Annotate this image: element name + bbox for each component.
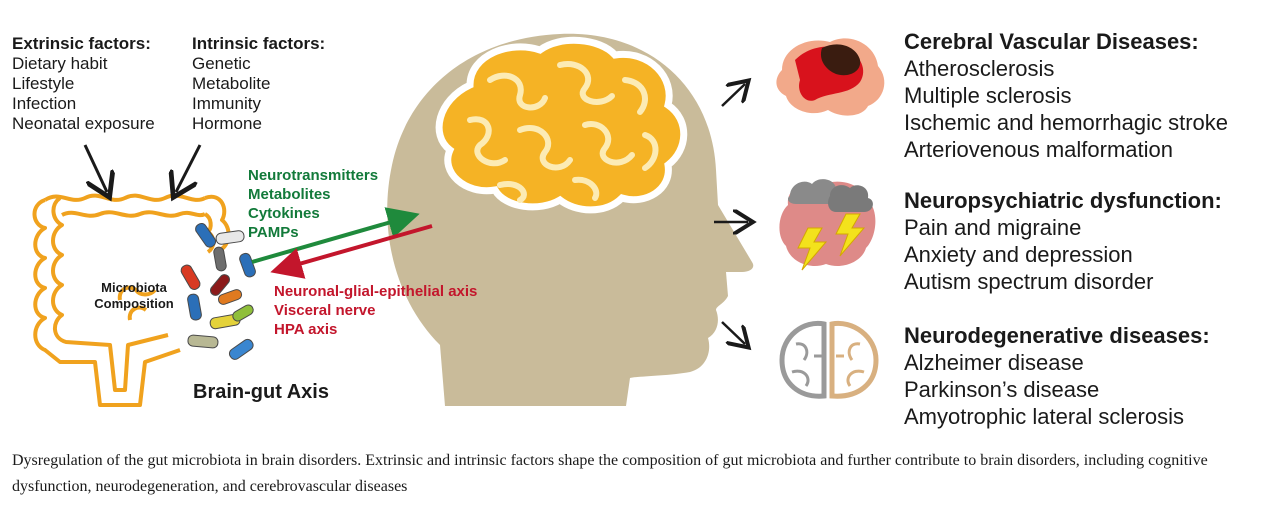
brain-to-gut-arrow [270, 224, 433, 279]
bacterium [187, 334, 219, 349]
intrinsic-title: Intrinsic factors: [192, 34, 326, 53]
bacterium [210, 274, 230, 296]
signal-item: Metabolites [248, 186, 331, 203]
bacterium [228, 338, 254, 360]
disease-item: Atherosclerosis [904, 56, 1055, 81]
bacterium [232, 304, 254, 322]
intrinsic-item: Metabolite [192, 74, 271, 93]
disease-item: Autism spectrum disorder [904, 269, 1154, 294]
extrinsic-title: Extrinsic factors: [12, 34, 151, 53]
bacterium [187, 293, 202, 321]
intrinsic-arrow [176, 144, 202, 192]
neurodegenerative-brain-icon [779, 320, 879, 399]
signal-item: Visceral nerve [274, 302, 376, 319]
microbiota-label-line: Composition [94, 296, 174, 311]
intrinsic-item: Genetic [192, 54, 251, 73]
disease-item: Amyotrophic lateral sclerosis [904, 404, 1184, 429]
extrinsic-item: Neonatal exposure [12, 114, 155, 133]
disease-group-title: Neurodegenerative diseases: [904, 323, 1210, 348]
gut-to-brain-signals: Neurotransmitters Metabolites Cytokines … [248, 166, 378, 242]
brain-to-gut-signals: Neuronal-glial-epithelial axis Visceral … [274, 282, 477, 339]
bacterium [215, 230, 245, 245]
disease-item: Arteriovenous malformation [904, 137, 1174, 162]
disease-group-title: Neuropsychiatric dysfunction: [904, 188, 1222, 213]
disease-item: Pain and migraine [904, 215, 1082, 240]
intrinsic-factors: Intrinsic factors: Genetic Metabolite Im… [192, 34, 325, 134]
bacterium [239, 252, 256, 278]
vascular-brain-icon [776, 38, 885, 116]
signal-item: Neuronal-glial-epithelial axis [274, 283, 478, 300]
disease-item: Anxiety and depression [904, 242, 1133, 267]
brain-illustration [435, 36, 688, 214]
microbiota-label-line: Microbiota [101, 280, 167, 295]
disease-item: Parkinson’s disease [904, 377, 1100, 402]
extrinsic-arrow [83, 144, 107, 192]
extrinsic-item: Infection [12, 94, 77, 113]
bacterium [213, 246, 227, 272]
disease-group-title: Cerebral Vascular Diseases: [904, 29, 1199, 54]
extrinsic-factors: Extrinsic factors: Dietary habit Lifesty… [12, 34, 155, 134]
signal-item: HPA axis [274, 321, 338, 338]
brain-gut-axis-title: Brain-gut Axis [193, 381, 329, 403]
bacterium [180, 264, 201, 290]
intrinsic-item: Immunity [192, 94, 261, 113]
extrinsic-item: Lifestyle [12, 74, 75, 93]
signal-item: PAMPs [248, 224, 299, 241]
disease-group-neuropsychiatric: Neuropsychiatric dysfunction: Pain and m… [904, 187, 1222, 295]
signal-item: Neurotransmitters [248, 167, 379, 184]
bacteria-cluster [180, 222, 256, 360]
signal-item: Cytokines [248, 205, 320, 222]
microbiota-label: Microbiota Composition [84, 280, 184, 312]
disease-item: Ischemic and hemorrhagic stroke [904, 110, 1229, 135]
disease-group-neurodegenerative: Neurodegenerative diseases: Alzheimer di… [904, 322, 1210, 430]
disease-arrow-3 [721, 321, 745, 344]
figure-caption: Dysregulation of the gut microbiota in b… [12, 452, 1208, 495]
intrinsic-item: Hormone [192, 114, 262, 133]
disease-item: Alzheimer disease [904, 350, 1084, 375]
disease-item: Multiple sclerosis [904, 83, 1072, 108]
bacterium [217, 289, 243, 305]
disease-group-vascular: Cerebral Vascular Diseases: Atherosclero… [904, 28, 1228, 163]
disease-arrow-1 [721, 84, 745, 107]
neuropsychiatric-brain-icon [779, 179, 876, 271]
extrinsic-item: Dietary habit [12, 54, 108, 73]
bacterium [195, 222, 217, 248]
diagram-graphics [32, 33, 885, 407]
